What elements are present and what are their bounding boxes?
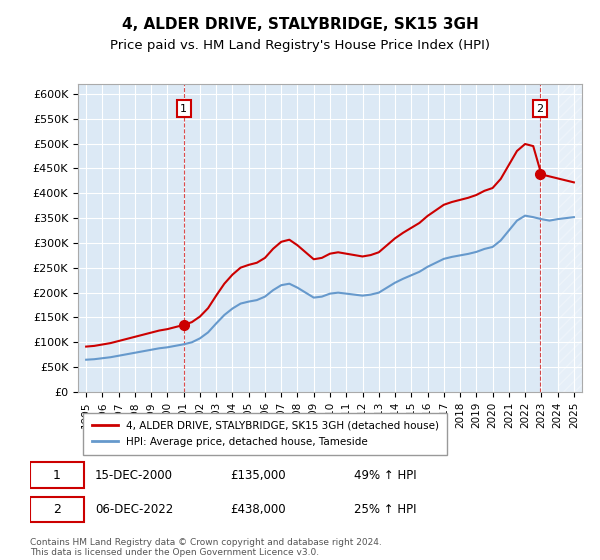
Text: 2: 2 bbox=[53, 503, 61, 516]
Text: Price paid vs. HM Land Registry's House Price Index (HPI): Price paid vs. HM Land Registry's House … bbox=[110, 39, 490, 52]
Text: 1: 1 bbox=[180, 104, 187, 114]
Text: 15-DEC-2000: 15-DEC-2000 bbox=[95, 469, 173, 482]
Text: 1: 1 bbox=[53, 469, 61, 482]
Bar bbox=[557, 84, 582, 392]
Text: 25% ↑ HPI: 25% ↑ HPI bbox=[354, 503, 416, 516]
FancyBboxPatch shape bbox=[30, 463, 84, 488]
Text: 06-DEC-2022: 06-DEC-2022 bbox=[95, 503, 173, 516]
Text: 2: 2 bbox=[536, 104, 543, 114]
Text: £438,000: £438,000 bbox=[230, 503, 286, 516]
Text: 49% ↑ HPI: 49% ↑ HPI bbox=[354, 469, 416, 482]
Text: 4, ALDER DRIVE, STALYBRIDGE, SK15 3GH: 4, ALDER DRIVE, STALYBRIDGE, SK15 3GH bbox=[122, 17, 478, 32]
Text: Contains HM Land Registry data © Crown copyright and database right 2024.
This d: Contains HM Land Registry data © Crown c… bbox=[30, 538, 382, 557]
Legend: 4, ALDER DRIVE, STALYBRIDGE, SK15 3GH (detached house), HPI: Average price, deta: 4, ALDER DRIVE, STALYBRIDGE, SK15 3GH (d… bbox=[83, 413, 447, 455]
FancyBboxPatch shape bbox=[30, 497, 84, 522]
Text: £135,000: £135,000 bbox=[230, 469, 286, 482]
